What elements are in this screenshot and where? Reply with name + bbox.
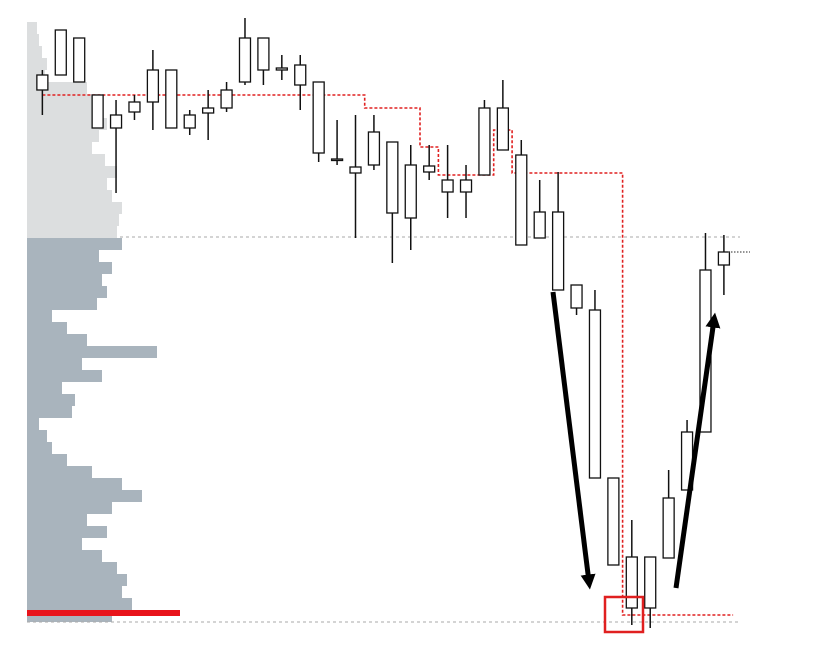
profile-bar bbox=[27, 502, 112, 514]
profile-bar bbox=[27, 370, 102, 382]
profile-bar bbox=[27, 538, 82, 550]
candle-body bbox=[220, 89, 233, 109]
candle-body bbox=[109, 114, 123, 129]
profile-bar bbox=[27, 310, 52, 322]
candle-body bbox=[496, 107, 510, 151]
candle-body bbox=[404, 164, 417, 219]
candle-body bbox=[386, 141, 399, 214]
candle-body bbox=[36, 74, 49, 91]
candle-body bbox=[588, 309, 602, 479]
candle-body bbox=[717, 251, 731, 266]
profile-bar bbox=[27, 286, 107, 298]
profile-bar bbox=[27, 190, 112, 202]
candle-body bbox=[183, 114, 196, 129]
profile-bar bbox=[27, 142, 92, 154]
candle-body bbox=[73, 37, 86, 83]
profile-bar bbox=[27, 178, 107, 190]
profile-bar bbox=[27, 130, 99, 142]
profile-bar bbox=[27, 598, 132, 610]
profile-bar bbox=[27, 154, 105, 166]
profile-bar bbox=[27, 322, 67, 334]
candle-body bbox=[570, 284, 583, 309]
candle-body bbox=[165, 69, 178, 129]
candle-body bbox=[146, 69, 160, 103]
candle-body bbox=[533, 211, 546, 239]
profile-bar bbox=[27, 82, 87, 94]
profile-bar bbox=[27, 22, 37, 34]
profile-bar bbox=[27, 166, 117, 178]
candle-body bbox=[551, 211, 565, 291]
profile-bar bbox=[27, 34, 39, 46]
profile-bar bbox=[27, 238, 122, 250]
candle-body bbox=[349, 166, 362, 174]
profile-bar bbox=[27, 442, 52, 454]
candle-body bbox=[128, 101, 141, 113]
profile-bar bbox=[27, 430, 47, 442]
up-arrow bbox=[673, 312, 721, 589]
low-highlight-box bbox=[603, 595, 645, 634]
profile-highlight bbox=[27, 610, 180, 616]
candle-body bbox=[201, 107, 215, 114]
profile-bar bbox=[27, 250, 99, 262]
candle-body bbox=[275, 67, 288, 71]
candle-body bbox=[54, 29, 67, 76]
candle-body bbox=[294, 64, 307, 86]
candle-body bbox=[662, 497, 675, 559]
candle-body bbox=[238, 37, 252, 83]
profile-bar bbox=[27, 46, 42, 58]
profile-bar bbox=[27, 298, 97, 310]
profile-bar bbox=[27, 334, 87, 346]
profile-bar bbox=[27, 58, 47, 70]
candle-body bbox=[423, 165, 436, 173]
profile-bar bbox=[27, 550, 102, 562]
profile-bar bbox=[27, 106, 102, 118]
candle-body bbox=[607, 477, 620, 566]
candle-body bbox=[441, 179, 454, 193]
profile-bar bbox=[27, 202, 122, 214]
profile-bar bbox=[27, 574, 127, 586]
profile-bar bbox=[27, 358, 82, 370]
profile-bar bbox=[27, 586, 122, 598]
candle-body bbox=[478, 107, 491, 176]
candle-body bbox=[644, 556, 657, 609]
candle-body bbox=[459, 179, 473, 193]
candle-body bbox=[515, 154, 528, 246]
candles bbox=[36, 18, 731, 628]
profile-bar bbox=[27, 346, 157, 358]
profile-bar bbox=[27, 526, 107, 538]
profile-bar bbox=[27, 118, 107, 130]
profile-bar bbox=[27, 418, 39, 430]
profile-bar bbox=[27, 214, 119, 226]
profile-bar bbox=[27, 394, 75, 406]
candle-body bbox=[367, 131, 381, 166]
profile-bar bbox=[27, 262, 112, 274]
profile-bar bbox=[27, 454, 67, 466]
profile-bar bbox=[27, 562, 117, 574]
profile-bar bbox=[27, 406, 72, 418]
profile-bar bbox=[27, 274, 102, 286]
profile-bar bbox=[27, 514, 87, 526]
down-arrow bbox=[550, 291, 596, 590]
profile-bar bbox=[27, 94, 97, 106]
volume-profile bbox=[27, 22, 180, 622]
candle-body bbox=[312, 81, 325, 154]
reference-lines bbox=[27, 236, 740, 623]
candle-body bbox=[257, 37, 270, 71]
profile-bar bbox=[27, 466, 92, 478]
profile-bar bbox=[27, 382, 62, 394]
candle-body bbox=[625, 556, 638, 609]
profile-bar bbox=[27, 490, 142, 502]
candle-body bbox=[91, 94, 104, 129]
profile-bar bbox=[27, 226, 117, 238]
profile-bar bbox=[27, 478, 122, 490]
candle-body bbox=[330, 158, 344, 162]
